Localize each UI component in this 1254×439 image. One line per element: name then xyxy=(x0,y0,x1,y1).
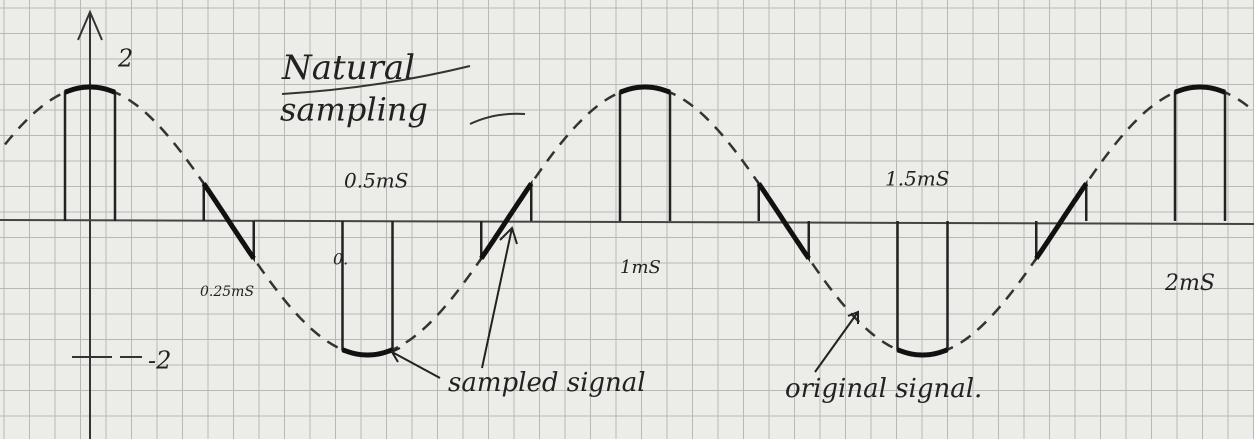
time-label: 1.5mS xyxy=(885,167,949,191)
title-line: sampling xyxy=(280,91,428,129)
original-signal-label: original signal. xyxy=(785,374,982,404)
diagram: 2 -2 Natural sampling 0.25mS 0.5mS 0. 1m… xyxy=(0,0,1254,439)
sampled-signal-label: sampled signal xyxy=(448,368,646,398)
time-label: 0. xyxy=(333,250,348,269)
max-label: 2 xyxy=(117,45,133,73)
time-label: 1mS xyxy=(620,257,661,278)
time-label: 0.25mS xyxy=(200,284,254,300)
time-label: 2mS xyxy=(1164,271,1215,296)
min-label: -2 xyxy=(148,347,171,375)
time-label: 0.5mS xyxy=(344,169,408,193)
